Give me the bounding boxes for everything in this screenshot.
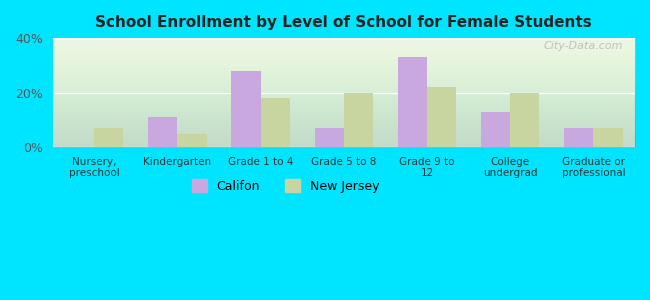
Bar <box>344 93 373 147</box>
Legend: Califon, New Jersey: Califon, New Jersey <box>187 174 385 198</box>
Bar <box>94 128 124 147</box>
Bar <box>564 128 593 147</box>
Bar <box>593 128 623 147</box>
Text: City-Data.com: City-Data.com <box>544 41 623 51</box>
Bar <box>481 112 510 147</box>
Bar <box>427 87 456 147</box>
Bar <box>398 57 427 147</box>
Title: School Enrollment by Level of School for Female Students: School Enrollment by Level of School for… <box>96 15 592 30</box>
Bar <box>177 134 207 147</box>
Bar <box>261 98 290 147</box>
Bar <box>231 71 261 147</box>
Bar <box>510 93 540 147</box>
Bar <box>315 128 344 147</box>
Bar <box>148 117 177 147</box>
